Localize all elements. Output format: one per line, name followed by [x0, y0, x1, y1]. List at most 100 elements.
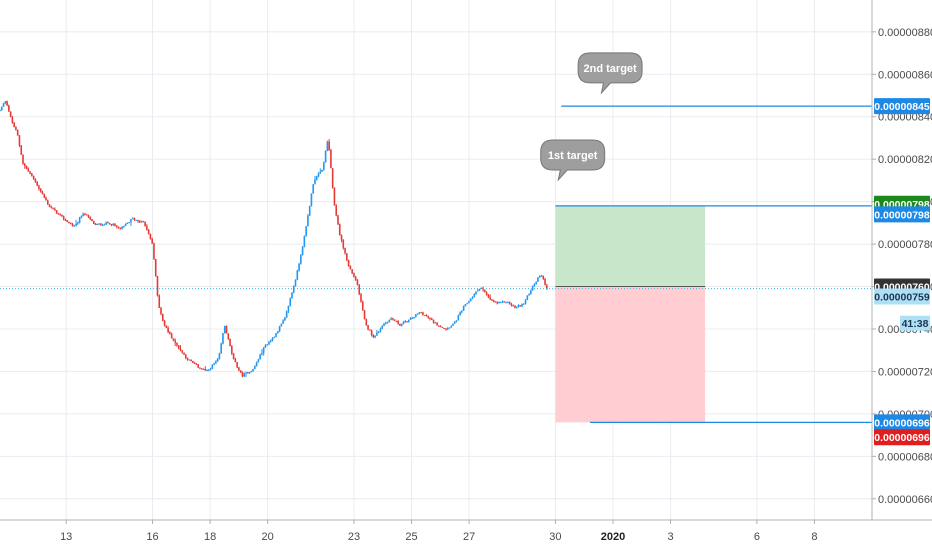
candle-body	[491, 299, 493, 301]
candle-body	[41, 191, 44, 195]
candle-body	[282, 320, 284, 324]
candle-body	[114, 223, 116, 226]
candle-body	[517, 305, 520, 307]
candle-body	[514, 305, 516, 308]
candle-body	[236, 362, 238, 368]
candle-body	[533, 284, 536, 287]
candle-body	[179, 348, 182, 351]
candle-body	[259, 354, 261, 360]
candle-body	[390, 318, 392, 320]
candle-body	[75, 223, 77, 226]
candle-body	[6, 101, 8, 106]
candle-body	[521, 303, 523, 307]
candle-body	[126, 222, 129, 224]
candle-body	[450, 325, 453, 328]
candle-body	[478, 288, 481, 291]
candle-body	[68, 222, 70, 224]
candle-body	[305, 226, 307, 236]
candle-body	[227, 333, 230, 339]
candle-body	[108, 223, 111, 225]
candle-body	[15, 126, 17, 130]
countdown-background	[900, 315, 930, 331]
candle-body	[285, 311, 288, 318]
annotation-bubble[interactable]: 2nd target	[577, 52, 643, 95]
candle-body	[427, 316, 430, 318]
candle-body	[273, 337, 276, 339]
candle-body	[453, 321, 456, 324]
candle-body	[66, 220, 69, 223]
annotation-text: 2nd target	[584, 63, 638, 75]
candle-body	[160, 307, 162, 315]
position-tool[interactable]	[555, 205, 706, 423]
candle-body	[349, 265, 352, 270]
candle-body	[376, 332, 378, 336]
time-axis-label: 27	[463, 531, 475, 543]
candle-body	[234, 358, 237, 363]
candle-body	[27, 168, 30, 172]
candle-body	[432, 319, 435, 323]
candle-body	[257, 359, 260, 363]
candle-body	[499, 302, 502, 304]
candle-body	[397, 321, 399, 324]
annotations[interactable]: 2nd target 1st target	[540, 52, 643, 182]
loss-zone[interactable]	[555, 286, 706, 423]
candle-body	[92, 221, 95, 225]
horizontal-lines[interactable]	[0, 105, 872, 423]
candle-body	[455, 320, 458, 322]
candle-body	[222, 333, 224, 344]
price-tag: 0.00000696	[874, 414, 930, 431]
candle-body	[57, 213, 60, 215]
candle-body	[284, 317, 286, 321]
candle-body	[443, 327, 445, 329]
candle-body	[241, 372, 244, 377]
candle-body	[292, 286, 295, 293]
candle-body	[85, 214, 88, 216]
grid	[0, 0, 872, 520]
candle-body	[522, 303, 525, 305]
candle-body	[246, 372, 249, 374]
candle-body	[254, 366, 256, 369]
candle-body	[340, 235, 343, 240]
candle-body	[475, 291, 477, 294]
candle-body	[25, 165, 28, 169]
price-tag-background	[874, 98, 930, 115]
candle-body	[429, 317, 431, 319]
candle-body	[303, 235, 306, 247]
candle-body	[530, 290, 532, 295]
candle-body	[331, 168, 334, 188]
price-axis-label: 0.00000720	[878, 366, 932, 378]
candle-body	[38, 185, 40, 189]
candle-body	[133, 218, 136, 221]
candle-body	[261, 352, 263, 355]
candle-body	[317, 173, 320, 177]
candle-body	[280, 323, 283, 327]
candle-body	[105, 222, 107, 225]
candle-body	[84, 213, 86, 215]
time-axis-label: 25	[405, 531, 417, 543]
annotation-bubble[interactable]: 1st target	[540, 139, 606, 182]
candle-body	[163, 320, 166, 326]
price-tag-background	[874, 429, 930, 446]
time-axis[interactable]: 13 16 18 20 23 25 27 30 2020 3 6 8	[60, 520, 818, 543]
candle-body	[215, 361, 217, 364]
candle-body	[466, 303, 468, 305]
candle-body	[52, 207, 54, 209]
candle-body	[107, 222, 109, 224]
candle-body	[298, 263, 300, 271]
candle-body	[438, 325, 440, 327]
candle-body	[32, 175, 35, 180]
candle-body	[176, 342, 178, 346]
candle-body	[165, 325, 168, 328]
candle-body	[269, 340, 272, 342]
candle-body	[407, 319, 410, 323]
candle-body	[411, 317, 414, 319]
candle-body	[197, 364, 199, 368]
candle-body	[185, 354, 187, 359]
profit-zone[interactable]	[555, 205, 706, 287]
candle-body	[413, 316, 415, 318]
candle-body	[503, 301, 506, 303]
candle-body	[156, 275, 159, 296]
candle-body	[238, 367, 240, 371]
candle-body	[415, 314, 417, 317]
